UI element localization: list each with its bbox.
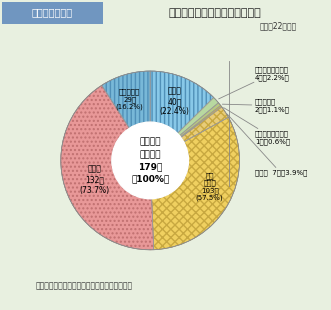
Text: 給油取扱所
29件
(16.2%): 給油取扱所 29件 (16.2%) (116, 88, 143, 110)
Text: 移動タンク貯蔵所
4件（2.2%）: 移動タンク貯蔵所 4件（2.2%） (219, 66, 290, 99)
Circle shape (112, 122, 188, 199)
Text: 取扱所
132件
(73.7%): 取扱所 132件 (73.7%) (79, 165, 110, 195)
Text: 火災事故: 火災事故 (139, 138, 161, 147)
Text: 屋外タンク貯蔵所
1件（0.6%）: 屋外タンク貯蔵所 1件（0.6%） (224, 108, 290, 144)
Wedge shape (102, 71, 150, 128)
Text: 179件: 179件 (138, 162, 163, 171)
Wedge shape (150, 71, 214, 134)
Wedge shape (180, 105, 222, 137)
Wedge shape (179, 103, 221, 137)
Wedge shape (152, 117, 240, 250)
Wedge shape (61, 85, 154, 250)
Text: （100%）: （100%） (131, 174, 169, 183)
Text: 一般
取扱所
103件
(57.5%): 一般 取扱所 103件 (57.5%) (196, 172, 223, 202)
FancyBboxPatch shape (2, 2, 103, 24)
Text: （備考）「危険物に係る事故報告」により作成: （備考）「危険物に係る事故報告」により作成 (35, 282, 132, 291)
Text: 危険物施設別火災事故発生件数: 危険物施設別火災事故発生件数 (169, 8, 261, 18)
Text: 貯蔵所  7件（3.9%）: 貯蔵所 7件（3.9%） (227, 114, 307, 176)
Text: 屋内貯蔵所
2件（1.1%）: 屋内貯蔵所 2件（1.1%） (222, 98, 290, 113)
Wedge shape (177, 98, 218, 136)
Text: 製造所
40件
(22.4%): 製造所 40件 (22.4%) (160, 86, 190, 116)
Text: 第１－２－３図: 第１－２－３図 (32, 8, 73, 18)
Text: 発生総数: 発生総数 (139, 150, 161, 159)
Wedge shape (181, 107, 228, 142)
Text: （平成22年中）: （平成22年中） (260, 21, 297, 30)
